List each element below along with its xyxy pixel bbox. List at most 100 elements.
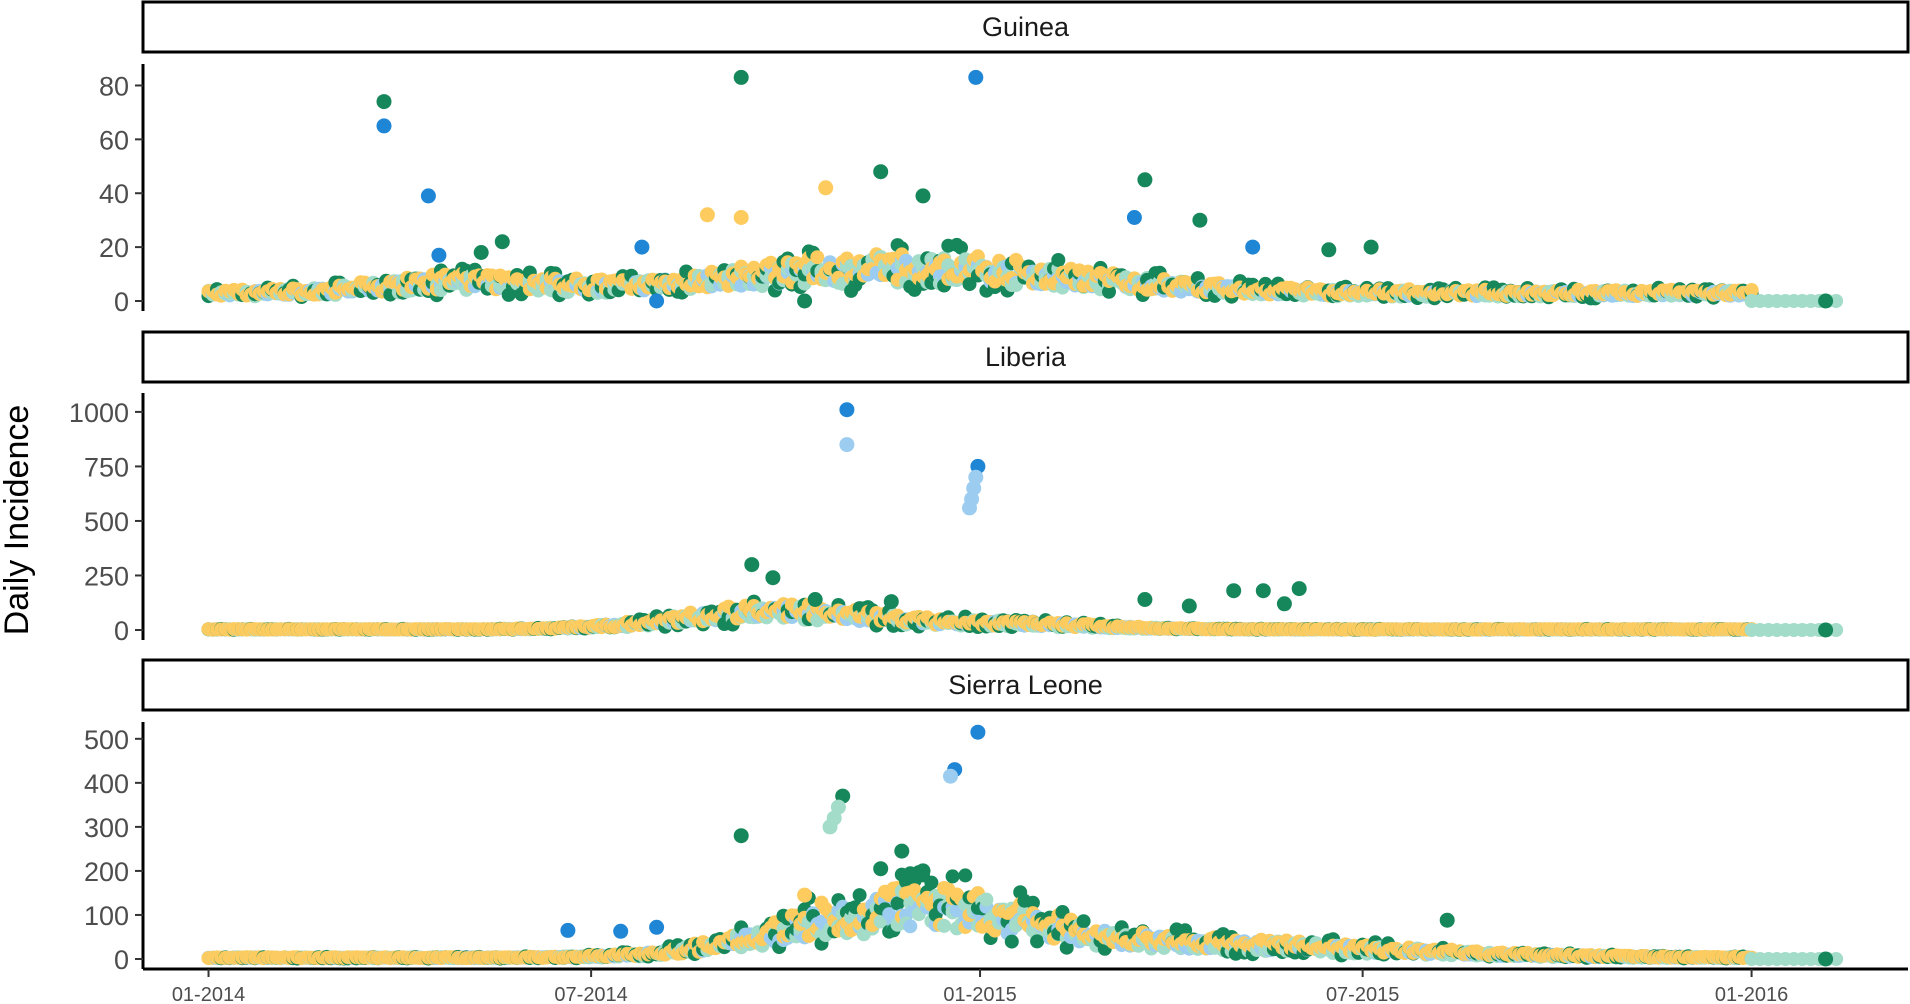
x-tick-label: 01-2014 — [172, 984, 245, 1004]
y-tick-label: 500 — [84, 725, 129, 755]
data-point — [1818, 951, 1834, 967]
data-point — [852, 888, 867, 903]
data-point — [1137, 172, 1153, 188]
data-point — [376, 118, 392, 134]
data-point — [1818, 293, 1834, 309]
data-point — [1076, 914, 1091, 929]
facet-strip — [141, 330, 1910, 384]
y-tick-label: 60 — [99, 125, 129, 155]
data-point — [1829, 623, 1844, 637]
data-point — [894, 843, 910, 859]
data-point — [733, 828, 749, 844]
data-point — [376, 94, 392, 110]
data-point — [915, 863, 931, 879]
panel-layer: Guinea020406080Liberia02505007501000Sier… — [69, 0, 1910, 975]
data-point — [560, 922, 576, 938]
data-point — [1126, 210, 1142, 225]
y-tick-label: 20 — [99, 233, 129, 263]
data-point — [873, 164, 889, 180]
facet-strip — [141, 658, 1910, 712]
data-point — [1829, 952, 1844, 966]
data-point — [1818, 622, 1834, 638]
data-point — [915, 188, 931, 204]
panel-liberia: Liberia 0 250 500 750 1000 — [69, 330, 1910, 646]
data-point — [839, 402, 855, 418]
data-point — [494, 234, 510, 250]
x-tick-label: 01-2015 — [943, 984, 1016, 1004]
y-tick-label: 300 — [84, 813, 129, 843]
data-point — [1245, 239, 1261, 255]
data-point — [979, 892, 994, 907]
data-point — [954, 240, 968, 255]
points — [201, 69, 1844, 309]
data-point — [807, 592, 823, 607]
data-point — [937, 918, 952, 933]
y-tick-label: 100 — [84, 901, 129, 931]
data-point — [1137, 592, 1153, 607]
y-tick-label: 1000 — [69, 398, 129, 428]
data-point — [613, 923, 629, 939]
data-point — [1829, 294, 1844, 308]
y-tick-label: 750 — [84, 452, 129, 482]
data-point — [1059, 940, 1074, 955]
y-tick-label: 400 — [84, 769, 129, 799]
y-tick-label: 0 — [114, 287, 129, 317]
data-point — [1744, 283, 1759, 297]
data-point — [1192, 212, 1208, 228]
data-point — [1102, 284, 1116, 299]
data-point — [765, 570, 781, 586]
data-point — [1321, 242, 1337, 258]
data-point — [945, 869, 960, 884]
y-tick-label: 500 — [84, 507, 129, 537]
data-point — [733, 210, 749, 225]
data-point — [818, 180, 834, 196]
data-point — [962, 277, 977, 292]
panel-sierra-leone: Sierra Leone 0 100 200 300 400 500 — [84, 658, 1910, 975]
data-point — [733, 69, 749, 85]
y-axis-label: Daily Incidence — [0, 405, 36, 636]
data-point — [473, 245, 489, 260]
y-tick-label: 0 — [114, 945, 129, 975]
x-tick-label: 01-2016 — [1715, 984, 1788, 1004]
data-point — [839, 437, 855, 453]
data-point — [797, 293, 813, 309]
data-point — [420, 188, 436, 204]
x-tick-label: 07-2014 — [554, 984, 627, 1004]
y-tick-label: 80 — [99, 71, 129, 101]
data-point — [1291, 581, 1307, 597]
y-tick-label: 250 — [84, 561, 129, 591]
data-point — [431, 247, 447, 263]
data-point — [1004, 934, 1019, 949]
facet-title: Liberia — [985, 342, 1067, 372]
y-tick-label: 0 — [114, 616, 129, 646]
data-point — [822, 819, 838, 835]
data-point — [1255, 583, 1271, 599]
facet-strip — [141, 0, 1910, 54]
facet-title: Sierra Leone — [948, 670, 1103, 700]
data-point — [970, 724, 986, 740]
data-point — [924, 875, 939, 890]
data-point — [634, 239, 650, 255]
data-point — [744, 557, 760, 573]
y-tick-label: 200 — [84, 857, 129, 887]
data-point — [1051, 253, 1066, 267]
data-point — [883, 594, 899, 610]
points — [201, 402, 1844, 638]
facet-title: Guinea — [982, 12, 1070, 42]
data-point — [797, 887, 813, 903]
data-point — [968, 69, 984, 85]
data-point — [1276, 596, 1292, 612]
data-point — [873, 861, 889, 877]
y-tick-label: 40 — [99, 179, 129, 209]
data-point — [1025, 895, 1040, 910]
points — [201, 724, 1844, 967]
data-point — [649, 293, 665, 309]
x-tick-label: 07-2015 — [1326, 984, 1399, 1004]
data-point — [699, 207, 715, 223]
x-axis: 01-2014 07-2014 01-2015 07-2015 01-2016 — [143, 967, 1908, 1004]
data-point — [649, 919, 665, 935]
data-point — [1226, 583, 1242, 599]
data-point — [903, 919, 918, 934]
panel-guinea: Guinea 0 20 40 60 80 — [99, 0, 1910, 317]
